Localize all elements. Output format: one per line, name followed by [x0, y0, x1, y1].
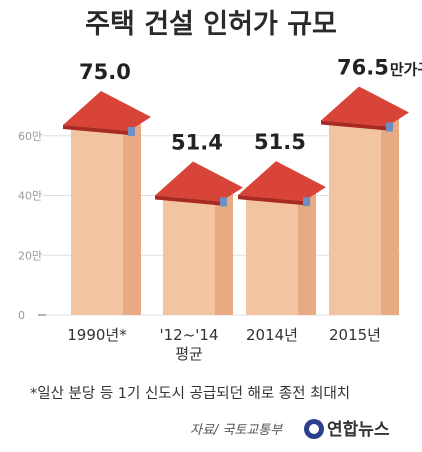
bar-roof-edge [321, 120, 387, 131]
bar-side-wall [123, 112, 141, 315]
value-label: 51.5 [254, 130, 306, 154]
x-tick-label-line: '12~'14 [160, 326, 219, 344]
x-tick-label: '12~'14 평균 [160, 326, 219, 363]
bar-roof [238, 161, 326, 202]
bar-side-wall [215, 183, 233, 315]
yonhap-logo-text: 연합뉴스 [327, 419, 390, 440]
bar [155, 161, 243, 315]
x-tick-label-line: 2014년 [246, 326, 298, 344]
bar-roof [321, 86, 409, 127]
bar-front-wall [163, 189, 215, 315]
yonhap-logo: 연합뉴스 [304, 419, 390, 440]
bar-side-wall [298, 183, 316, 315]
value-labels: 75.0 51.4 51.5 76.5만가구 [79, 55, 422, 154]
y-tick-label: 20만 [18, 249, 42, 262]
bar-front-wall [246, 189, 298, 315]
y-axis: 0 20만 40만 60만 [18, 130, 46, 322]
bar [321, 86, 409, 315]
x-axis: 1990년* '12~'14 평균 2014년 2015년 [67, 326, 381, 363]
bar-front-wall [71, 118, 123, 315]
y-tick-label: 60만 [18, 130, 42, 143]
x-tick-label: 1990년* [67, 326, 127, 344]
value-label: 75.0 [79, 60, 131, 84]
bar-roof-edge [238, 195, 304, 206]
bar-roof-edge [155, 195, 221, 206]
bar [63, 90, 151, 315]
value-label: 76.5만가구 [337, 55, 422, 79]
unit-label: 만가구 [390, 60, 422, 78]
x-tick-label: 2014년 [246, 326, 298, 344]
x-tick-label: 2015년 [329, 326, 381, 344]
bar-window [386, 122, 393, 132]
bars [63, 86, 409, 315]
footnote: *일산 분당 등 1기 신도시 공급되던 해로 종전 최대치 [30, 385, 350, 402]
bar-roof [155, 161, 243, 202]
bar-side-wall [381, 108, 399, 315]
chart-title: 주택 건설 인허가 규모 [85, 9, 337, 40]
source-text: 자료/ 국토교통부 [190, 423, 283, 438]
y-tick-label: 0 [18, 309, 25, 322]
x-tick-label-line: 평균 [175, 345, 203, 363]
bar-front-wall [329, 114, 381, 315]
x-tick-label-line: 1990년* [67, 326, 127, 344]
bar-window [220, 197, 227, 207]
y-tick-label: 40만 [18, 190, 42, 203]
value-label: 51.4 [171, 130, 223, 154]
bar-roof [63, 90, 151, 131]
bar-roof-edge [63, 124, 129, 135]
bar-window [303, 197, 310, 207]
x-tick-label-line: 2015년 [329, 326, 381, 344]
bar-window [128, 126, 135, 136]
yonhap-logo-mark-inner [309, 424, 319, 434]
bar [238, 161, 326, 315]
